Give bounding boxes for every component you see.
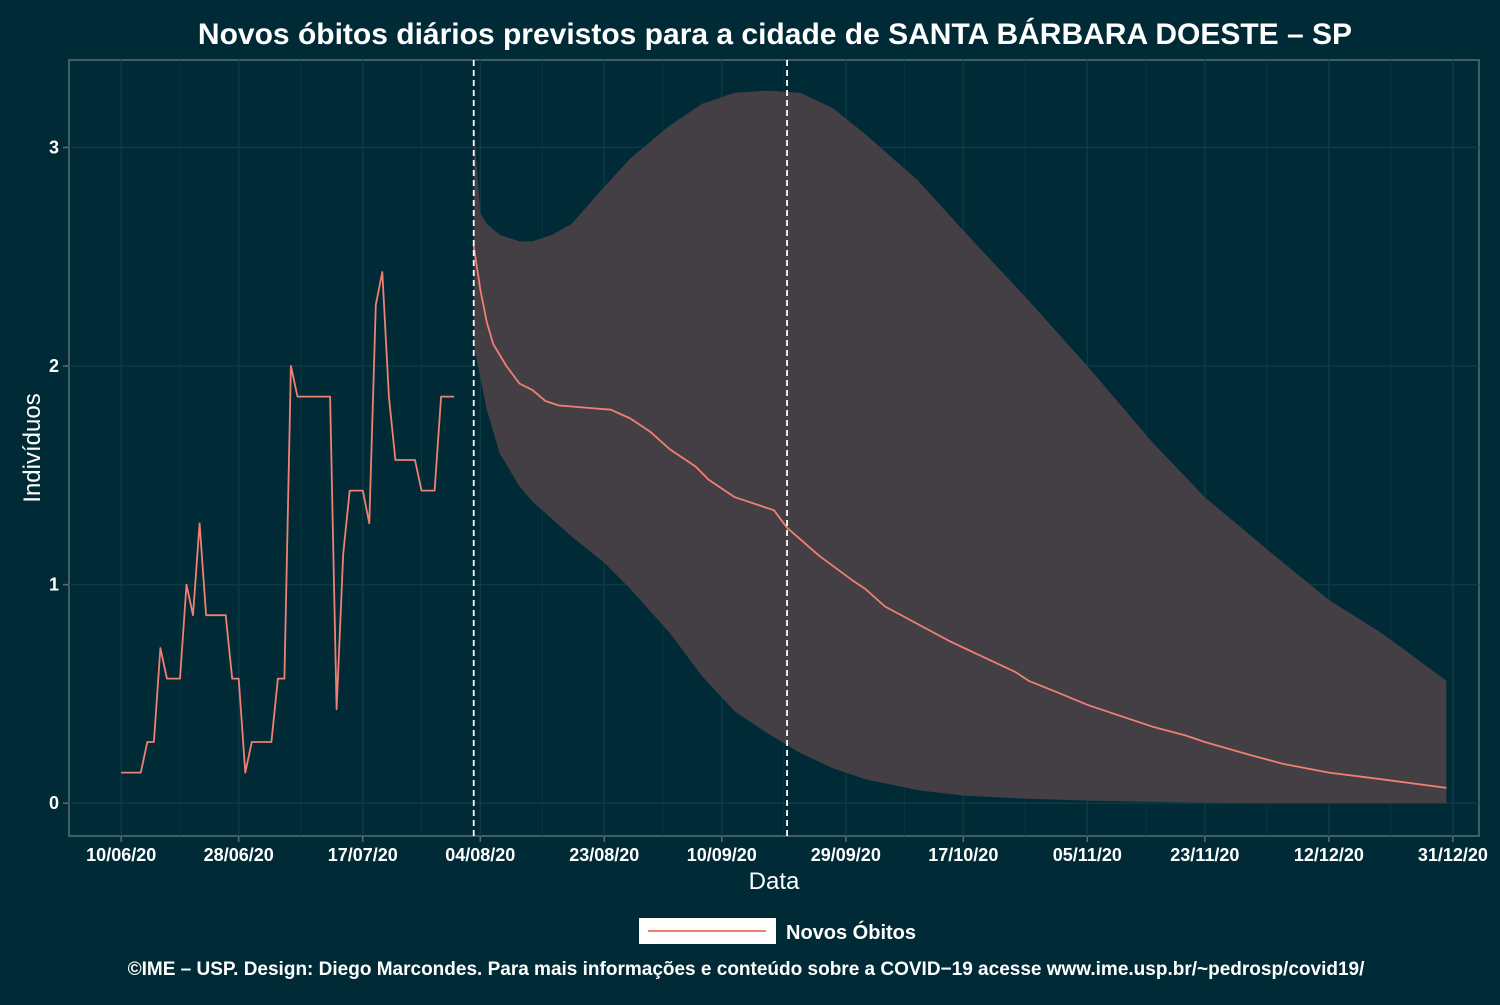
series-layer: [121, 245, 1447, 789]
x-tick-label: 10/06/20: [86, 845, 156, 865]
forecast-band-layer: [473, 90, 1447, 804]
legend: Novos Óbitos: [639, 918, 916, 944]
y-axis-label: Indivíduos: [19, 393, 46, 502]
chart-title: Novos óbitos diários previstos para a ci…: [198, 17, 1352, 51]
x-tick-label: 23/11/20: [1170, 845, 1239, 865]
x-axis-label: Data: [749, 868, 800, 895]
observed-series-line: [121, 271, 455, 774]
x-tick-label: 31/12/20: [1418, 845, 1488, 865]
y-tick-label: 3: [49, 137, 59, 157]
x-tick-label: 10/09/20: [687, 845, 757, 865]
forecast-series-line: [472, 245, 1447, 789]
axis-ticks: 10/06/20 28/06/20 17/07/20 04/08/20 23/08/20…: [49, 137, 1488, 865]
x-tick-label: 17/07/20: [328, 845, 398, 865]
x-tick-label: 04/08/20: [445, 845, 515, 865]
caption: ©IME – USP. Design: Diego Marcondes. Par…: [128, 959, 1365, 980]
x-tick-label: 28/06/20: [204, 845, 274, 865]
plot-frame: [68, 59, 1480, 837]
y-tick-label: 0: [49, 793, 59, 813]
y-tick-label: 1: [49, 575, 59, 595]
y-tick-label: 2: [49, 356, 59, 376]
legend-label: Novos Óbitos: [786, 920, 916, 944]
x-tick-label: 05/11/20: [1053, 845, 1122, 865]
x-tick-label: 12/12/20: [1294, 845, 1364, 865]
x-tick-label: 23/08/20: [569, 845, 639, 865]
forecast-interval-band: [473, 90, 1447, 804]
x-tick-label: 17/10/20: [928, 845, 998, 865]
x-tick-label: 29/09/20: [811, 845, 881, 865]
